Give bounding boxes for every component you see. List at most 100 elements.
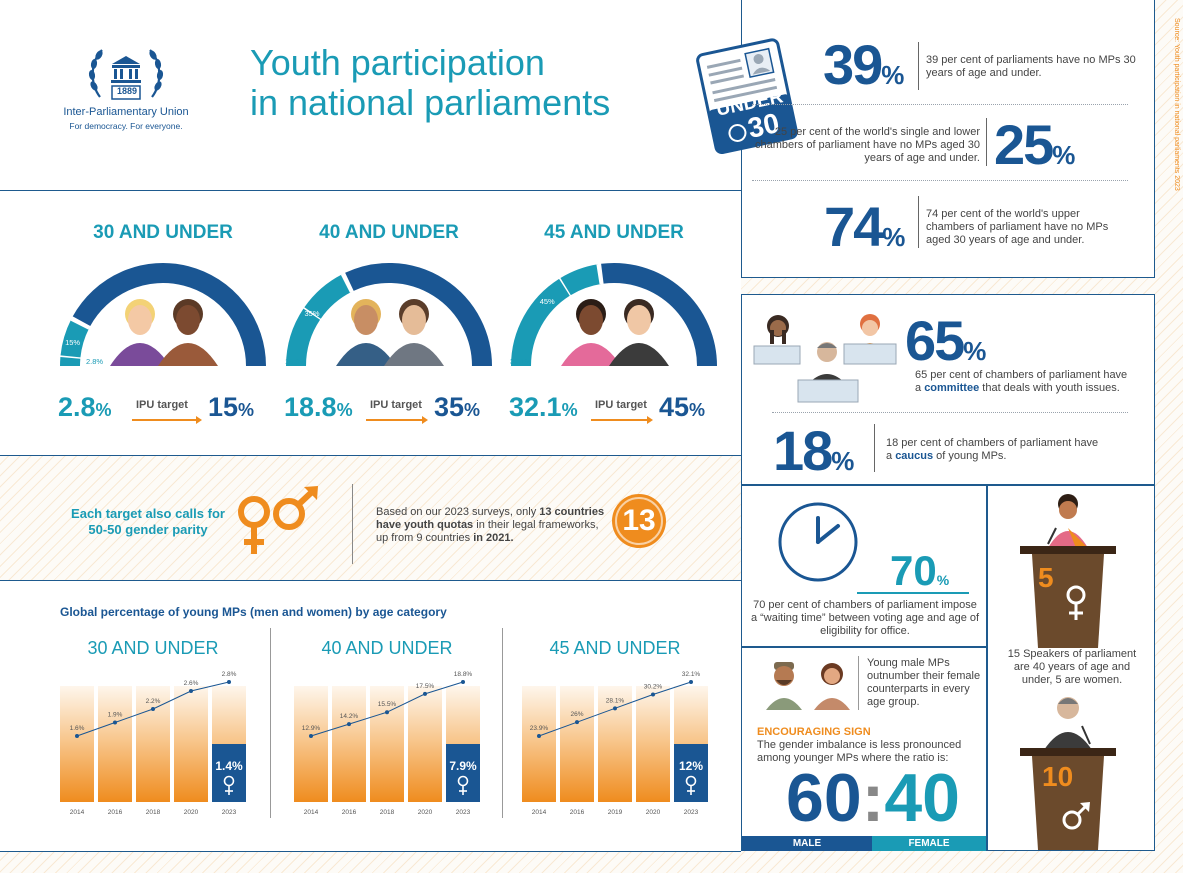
target-arrow: [591, 416, 653, 424]
stat-25-text: 25 per cent of the world's single and lo…: [754, 126, 980, 164]
data-label: 1.6%: [70, 725, 85, 732]
title-line-2: in national parliaments: [250, 82, 611, 123]
gauge-target-arc: [304, 274, 352, 319]
waiting-value: 70%: [890, 547, 950, 594]
data-label: 23.9%: [530, 725, 549, 732]
bar: [408, 686, 442, 802]
stat-39-text: 39 per cent of parliaments have no MPs 3…: [926, 54, 1136, 79]
header-panel: [0, 0, 741, 190]
male-speaker-icon: [1020, 697, 1116, 850]
current-share: 18.8%: [284, 392, 353, 422]
data-label: 14.2%: [340, 713, 359, 720]
target-share: 35%: [434, 392, 481, 422]
data-label: 28.1%: [606, 697, 625, 704]
gauge-target-arc: [560, 264, 602, 296]
gauge-values-row: 32.1% IPU target 45%: [509, 392, 723, 432]
gauge-title: 45 AND UNDER: [544, 222, 684, 243]
bar-chart-category-title: 40 AND UNDER: [321, 638, 453, 658]
year-tick-label: 2018: [380, 809, 395, 816]
year-tick-label: 2016: [570, 809, 585, 816]
data-point: [575, 720, 579, 725]
title-line-1: Youth participation: [250, 42, 545, 83]
bar: [136, 686, 170, 802]
gauge-current-arc: [286, 308, 321, 367]
female-share-label: 1.4%: [215, 759, 243, 773]
ipu-target-label: IPU target: [370, 399, 422, 411]
no-young-mps-panel: [741, 0, 1155, 278]
data-point: [423, 691, 427, 696]
year-tick-label: 2016: [342, 809, 357, 816]
bar: [522, 686, 556, 802]
male-speakers-count: 10: [1042, 761, 1074, 792]
under-30-badge: UNDER 30: [696, 38, 800, 159]
year-tick-label: 2020: [646, 809, 661, 816]
year-tick-label: 2014: [304, 809, 319, 816]
female-speakers-count: 5: [1038, 562, 1054, 593]
bar-chart-category-title: 30 AND UNDER: [87, 638, 219, 658]
target-share: 15%: [208, 392, 255, 422]
year-tick-label: 2014: [532, 809, 547, 816]
stat-39-value: 39%: [823, 33, 905, 96]
encouraging-title: ENCOURAGING SIGN: [757, 726, 871, 738]
current-share: 2.8%: [58, 392, 112, 422]
data-point: [189, 689, 193, 693]
logo-year: 1889: [116, 86, 138, 96]
id-card-icon: [696, 38, 798, 155]
male-ratio: 60: [786, 760, 862, 836]
data-label: 30.2%: [644, 684, 663, 691]
gauge-target-tick: [70, 317, 90, 330]
page-title: Youth participation in national parliame…: [250, 43, 610, 123]
gauge-values-row: 2.8% IPU target 15%: [58, 392, 272, 432]
female-ratio: 40: [884, 760, 960, 836]
data-label: 2.2%: [146, 698, 161, 705]
bar: [174, 686, 208, 802]
ratio-value: 60:40: [786, 760, 960, 836]
young-mps-text: Young male MPs outnumber their female co…: [867, 657, 981, 708]
committee-value: 65%: [905, 309, 987, 372]
target-arrow: [366, 416, 428, 424]
data-label: 18.8%: [454, 671, 473, 678]
gauge-values-row: 18.8% IPU target 35%: [284, 392, 498, 432]
year-tick-label: 2014: [70, 809, 85, 816]
gauge-current-label: 32.1%: [510, 357, 532, 366]
female-symbol-icon: [685, 775, 697, 795]
year-tick-label: 2020: [418, 809, 433, 816]
ipu-target-label: IPU target: [136, 399, 188, 411]
female-symbol-icon: [1066, 585, 1086, 620]
year-tick-label: 2023: [222, 809, 237, 816]
female-share-label: 7.9%: [449, 759, 477, 773]
data-point: [113, 720, 117, 725]
bar-charts-title: Global percentage of young MPs (men and …: [60, 605, 447, 619]
gauge-rest-arc: [601, 263, 717, 367]
gauge-target-label: 45%: [540, 297, 555, 306]
person-avatar-icon: [158, 299, 218, 366]
data-point: [151, 707, 155, 711]
gauge-current-label: 18.8%: [285, 357, 307, 366]
gauge-target-tick: [340, 273, 353, 293]
data-point: [385, 710, 389, 715]
gender-parity-text: Each target also calls for 50-50 gender …: [71, 506, 225, 537]
year-tick-label: 2019: [608, 809, 623, 816]
data-point: [227, 680, 231, 684]
bar: [98, 686, 132, 802]
person-avatar-icon: [609, 299, 669, 366]
data-point: [651, 692, 655, 697]
quota-badge: 13: [612, 494, 666, 548]
year-tick-label: 2023: [684, 809, 699, 816]
waiting-text: 70 per cent of chambers of parliament im…: [750, 599, 980, 637]
young-mps-bar-chart: 2014 2016 2018 2020 2023 1.6% 1.9% 2.2% 2.6% 2.8%…: [60, 671, 246, 816]
year-tick-label: 2023: [456, 809, 471, 816]
gauge-title: 40 AND UNDER: [319, 222, 459, 243]
data-label: 1.9%: [108, 712, 123, 719]
male-label: MALE: [742, 836, 872, 851]
gauge-rest-arc: [72, 263, 266, 367]
bar: [370, 686, 404, 802]
year-tick-label: 2016: [108, 809, 123, 816]
data-point: [613, 706, 617, 711]
stat-25-value: 25%: [994, 113, 1076, 176]
year-tick-label: 2020: [184, 809, 199, 816]
person-avatar-icon: [336, 299, 396, 366]
caucus-value: 18%: [773, 419, 855, 482]
young-mps-bar-chart: 2014 2016 2018 2020 2023 12.9% 14.2% 15.5% 17.5%…: [294, 671, 480, 816]
youth-quota-text: Based on our 2023 surveys, only 13 count…: [376, 506, 605, 544]
